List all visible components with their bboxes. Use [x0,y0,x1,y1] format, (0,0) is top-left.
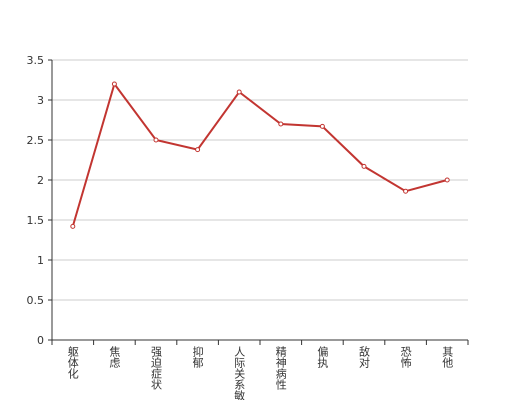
data-point [361,163,367,169]
y-tick-label: 1.5 [27,214,45,227]
y-tick-label: 1 [37,254,44,267]
y-tick-label: 3.5 [27,54,45,67]
y-tick-label: 0.5 [27,294,45,307]
x-tick-label: 恐怖 [399,346,412,368]
x-tick-label: 其他 [441,346,454,368]
y-tick-label: 2 [37,174,44,187]
data-line [71,81,448,227]
data-point [444,177,450,183]
x-tick-label: 强迫症状 [150,346,163,390]
data-point [70,223,76,229]
data-point [403,188,409,194]
data-point [236,89,242,95]
data-point [195,147,201,153]
y-tick-label: 0 [37,334,44,347]
x-tick-label: 敌对 [358,345,371,368]
data-point [278,121,284,127]
data-point [319,123,325,129]
data-point [111,81,117,87]
y-tick-label: 2.5 [27,134,45,147]
x-tick-label: 抑郁 [191,345,204,368]
x-tick-label: 偏执 [316,345,329,369]
x-tick-label: 精神病性 [274,346,287,391]
data-point [153,137,159,143]
y-tick-label: 3 [37,94,44,107]
x-tick-label: 焦虑 [108,346,121,368]
x-tick-label: 躯体化 [66,346,79,380]
x-tick-label: 人际关系敏感 [233,346,246,400]
